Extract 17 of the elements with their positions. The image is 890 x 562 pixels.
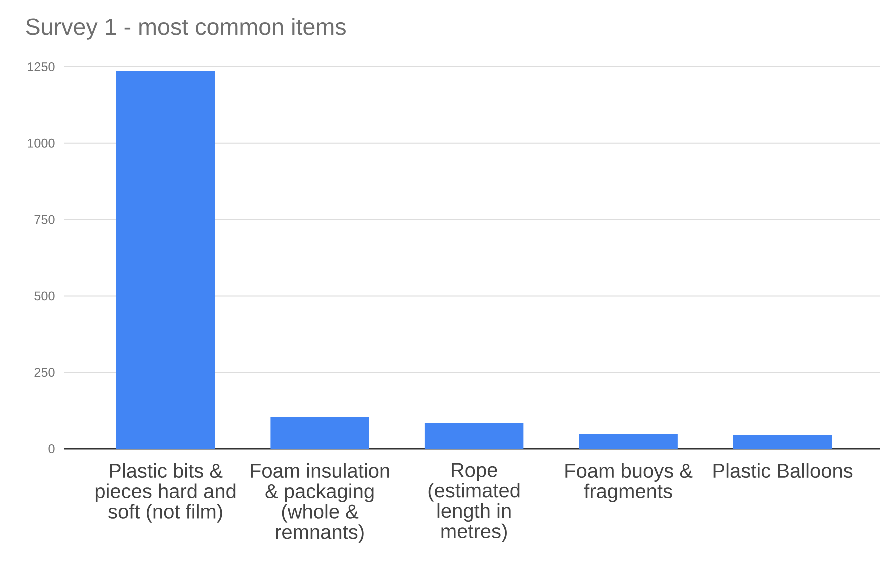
bar [733,435,832,449]
bar [270,417,370,449]
y-tick-label: 1250 [28,62,55,72]
x-tick-label: Rope (estimated length in metres) [428,463,520,543]
bar [579,434,678,449]
chart-title: Survey 1 - most common items [26,18,346,40]
x-tick-label: Plastic bits & pieces hard and soft (not film) [96,463,236,523]
y-tick-label: 250 [34,368,55,378]
y-tick-label: 1000 [28,138,55,148]
y-tick-label: 0 [48,444,55,454]
bar [424,423,524,449]
y-tick-label: 500 [34,292,55,301]
y-tick-label: 750 [34,215,55,224]
x-tick-label: Foam buoys & fragments [566,463,693,502]
x-tick-label: Foam insulation & packaging (whole & remnants) [251,463,390,544]
bar [116,70,216,449]
x-tick-label: Plastic Balloons [714,463,853,478]
